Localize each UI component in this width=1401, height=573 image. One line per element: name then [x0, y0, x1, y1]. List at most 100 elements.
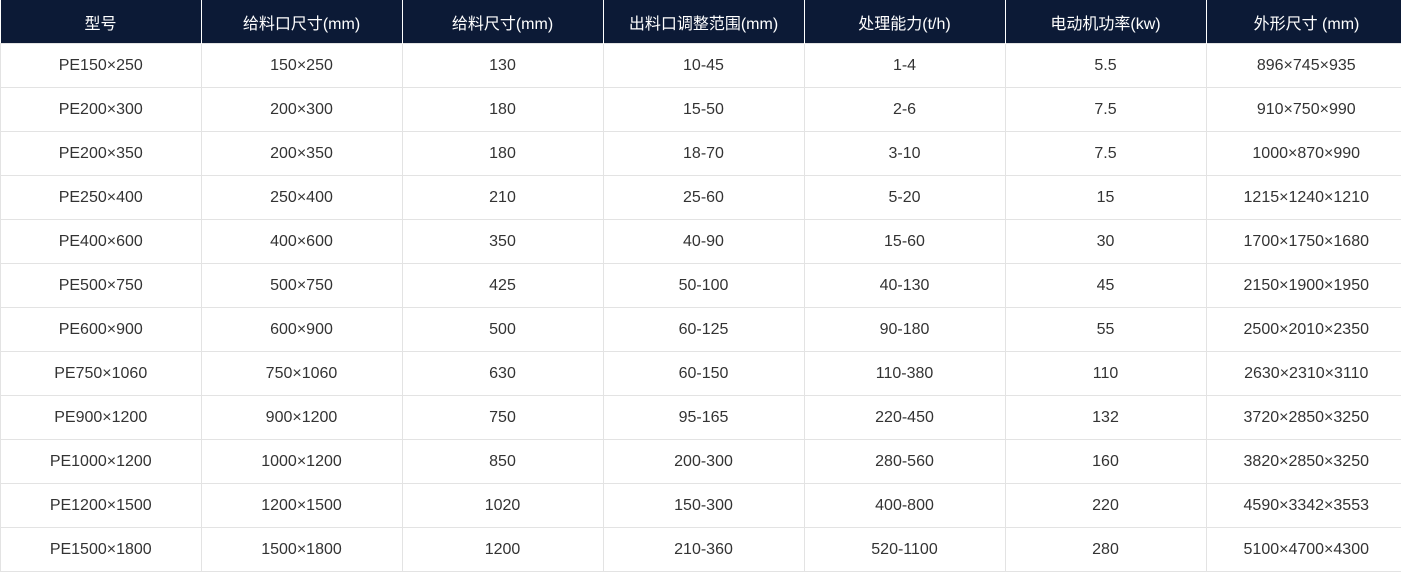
table-cell: 2150×1900×1950 — [1205, 263, 1401, 308]
table-cell: 1200×1500 — [200, 483, 403, 528]
table-cell: 1-4 — [803, 43, 1006, 88]
header-cell: 给料尺寸(mm) — [402, 0, 604, 44]
table-cell: 750×1060 — [200, 351, 403, 396]
table-cell: 60-150 — [602, 351, 805, 396]
table-cell: 7.5 — [1004, 131, 1207, 176]
table-cell: 220-450 — [803, 395, 1006, 440]
table-cell: 150-300 — [602, 483, 805, 528]
table-cell: 55 — [1004, 307, 1207, 352]
table-cell: 15-60 — [803, 219, 1006, 264]
table-cell: PE600×900 — [0, 307, 202, 352]
table-cell: 3720×2850×3250 — [1205, 395, 1401, 440]
table-body: PE150×250 150×250 130 10-45 1-4 5.5 896×745×93… — [0, 43, 1401, 572]
table-cell: 520-1100 — [803, 527, 1006, 572]
header-cell: 出料口调整范围(mm) — [603, 0, 805, 44]
table-cell: PE200×350 — [0, 131, 202, 176]
table-cell: 250×400 — [200, 175, 403, 220]
table-cell: 850 — [401, 439, 604, 484]
table-cell: 400×600 — [200, 219, 403, 264]
table-cell: 910×750×990 — [1205, 87, 1401, 132]
table-cell: 40-130 — [803, 263, 1006, 308]
table-cell: 5-20 — [803, 175, 1006, 220]
table-cell: 425 — [401, 263, 604, 308]
table-cell: 200×300 — [200, 87, 403, 132]
table-cell: 750 — [401, 395, 604, 440]
header-cell: 给料口尺寸(mm) — [201, 0, 403, 44]
table-cell: 180 — [401, 87, 604, 132]
table-cell: 60-125 — [602, 307, 805, 352]
table-row: PE600×900 600×900 500 60-125 90-180 55 2500×20… — [0, 307, 1401, 352]
table-cell: 160 — [1004, 439, 1207, 484]
table-cell: 2500×2010×2350 — [1205, 307, 1401, 352]
table-row: PE200×350 200×350 180 18-70 3-10 7.5 1000×870×… — [0, 131, 1401, 176]
table-cell: 10-45 — [602, 43, 805, 88]
table-cell: 200×350 — [200, 131, 403, 176]
table-cell: 132 — [1004, 395, 1207, 440]
table-cell: 180 — [401, 131, 604, 176]
table-cell: 2-6 — [803, 87, 1006, 132]
table-cell: 5.5 — [1004, 43, 1207, 88]
table-cell: 350 — [401, 219, 604, 264]
table-row: PE1000×1200 1000×1200 850 200-300 280-560 160… — [0, 439, 1401, 484]
table-row: PE400×600 400×600 350 40-90 15-60 30 1700×1750… — [0, 219, 1401, 264]
table-cell: 630 — [401, 351, 604, 396]
table-cell: PE400×600 — [0, 219, 202, 264]
table-cell: PE200×300 — [0, 87, 202, 132]
table-cell: 400-800 — [803, 483, 1006, 528]
table-cell: 90-180 — [803, 307, 1006, 352]
table-header: 型号 给料口尺寸(mm) 给料尺寸(mm) 出料口调整范围(mm) 处理能力(t/h) 电… — [0, 0, 1401, 44]
table-cell: PE1500×1800 — [0, 527, 202, 572]
table-cell: 45 — [1004, 263, 1207, 308]
table-cell: 1000×1200 — [200, 439, 403, 484]
table-cell: 30 — [1004, 219, 1207, 264]
table-cell: PE1200×1500 — [0, 483, 202, 528]
table-cell: PE250×400 — [0, 175, 202, 220]
table-cell: 200-300 — [602, 439, 805, 484]
table-row: PE250×400 250×400 210 25-60 5-20 15 1215×1240×… — [0, 175, 1401, 220]
table-cell: PE150×250 — [0, 43, 202, 88]
table-row: PE150×250 150×250 130 10-45 1-4 5.5 896×745×93… — [0, 43, 1401, 88]
table-cell: 500 — [401, 307, 604, 352]
header-row: 型号 给料口尺寸(mm) 给料尺寸(mm) 出料口调整范围(mm) 处理能力(t/h) 电… — [0, 0, 1401, 44]
header-cell: 外形尺寸 (mm) — [1206, 0, 1401, 44]
table-cell: 110-380 — [803, 351, 1006, 396]
table-cell: 95-165 — [602, 395, 805, 440]
table-cell: 280 — [1004, 527, 1207, 572]
table-cell: 50-100 — [602, 263, 805, 308]
table-cell: PE1000×1200 — [0, 439, 202, 484]
table-cell: 40-90 — [602, 219, 805, 264]
table-cell: 25-60 — [602, 175, 805, 220]
table-cell: PE500×750 — [0, 263, 202, 308]
table-cell: 7.5 — [1004, 87, 1207, 132]
table-cell: 2630×2310×3110 — [1205, 351, 1401, 396]
table-cell: 1500×1800 — [200, 527, 403, 572]
table-cell: PE900×1200 — [0, 395, 202, 440]
header-cell: 处理能力(t/h) — [804, 0, 1006, 44]
table-cell: 280-560 — [803, 439, 1006, 484]
header-cell: 型号 — [0, 0, 202, 44]
header-cell: 电动机功率(kw) — [1005, 0, 1207, 44]
table-cell: 5100×4700×4300 — [1205, 527, 1401, 572]
table-cell: 130 — [401, 43, 604, 88]
table-row: PE500×750 500×750 425 50-100 40-130 45 2150×19… — [0, 263, 1401, 308]
table-cell: PE750×1060 — [0, 351, 202, 396]
table-cell: 3-10 — [803, 131, 1006, 176]
table-cell: 4590×3342×3553 — [1205, 483, 1401, 528]
table-cell: 18-70 — [602, 131, 805, 176]
table-cell: 500×750 — [200, 263, 403, 308]
table-cell: 1000×870×990 — [1205, 131, 1401, 176]
table-cell: 900×1200 — [200, 395, 403, 440]
table-cell: 210 — [401, 175, 604, 220]
table-cell: 3820×2850×3250 — [1205, 439, 1401, 484]
table-cell: 600×900 — [200, 307, 403, 352]
table-cell: 1200 — [401, 527, 604, 572]
table-row: PE200×300 200×300 180 15-50 2-6 7.5 910×750×99… — [0, 87, 1401, 132]
table-cell: 110 — [1004, 351, 1207, 396]
table-row: PE750×1060 750×1060 630 60-150 110-380 110 263… — [0, 351, 1401, 396]
table-row: PE1200×1500 1200×1500 1020 150-300 400-800 22… — [0, 483, 1401, 528]
table-cell: 1700×1750×1680 — [1205, 219, 1401, 264]
table-cell: 15 — [1004, 175, 1207, 220]
table-cell: 150×250 — [200, 43, 403, 88]
